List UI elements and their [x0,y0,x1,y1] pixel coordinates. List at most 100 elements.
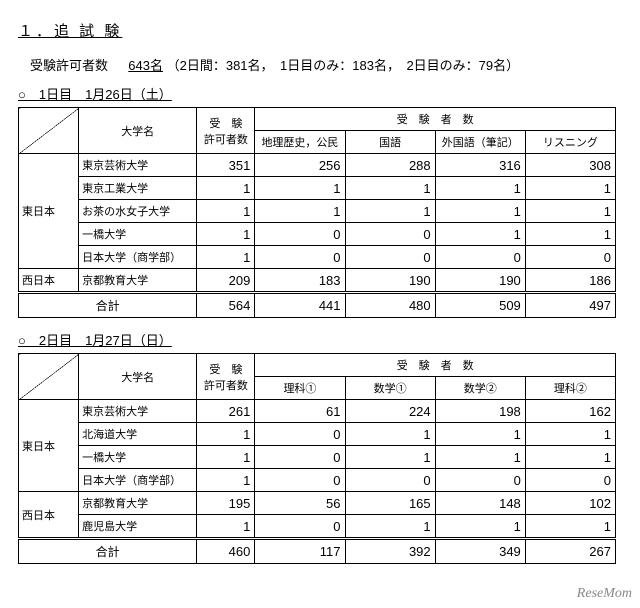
table-row: 北海道大学10111 [19,423,616,446]
header-s4: 理科② [525,377,615,400]
total-value: 564 [197,293,255,318]
value-cell: 1 [525,200,615,223]
day2-table: 大学名 受 験 許可者数 受 験 者 数 理科① 数学① 数学② 理科② 東日本… [18,353,616,564]
value-cell: 0 [255,423,345,446]
value-cell: 1 [345,515,435,539]
total-value: 441 [255,293,345,318]
value-cell: 0 [525,469,615,492]
value-cell: 56 [255,492,345,515]
header-uni: 大学名 [79,108,197,154]
total-value: 392 [345,539,435,564]
value-cell: 351 [197,154,255,177]
value-cell: 1 [435,515,525,539]
university-cell: 鹿児島大学 [79,515,197,539]
value-cell: 1 [197,177,255,200]
value-cell: 162 [525,400,615,423]
table-row: 西日本京都教育大学19556165148102 [19,492,616,515]
region-cell: 西日本 [19,492,79,539]
value-cell: 0 [255,446,345,469]
value-cell: 0 [255,246,345,269]
table-row: 鹿児島大学10111 [19,515,616,539]
value-cell: 1 [435,177,525,200]
value-cell: 224 [345,400,435,423]
table-row: 東日本東京芸術大学26161224198162 [19,400,616,423]
university-cell: 東京芸術大学 [79,400,197,423]
value-cell: 288 [345,154,435,177]
university-cell: 東京工業大学 [79,177,197,200]
value-cell: 261 [197,400,255,423]
value-cell: 0 [345,246,435,269]
university-cell: 北海道大学 [79,423,197,446]
value-cell: 0 [435,469,525,492]
total-row: 合計460117392349267 [19,539,616,564]
value-cell: 1 [197,246,255,269]
value-cell: 1 [197,515,255,539]
value-cell: 195 [197,492,255,515]
total-value: 509 [435,293,525,318]
value-cell: 183 [255,269,345,293]
table-row: 東日本東京芸術大学351256288316308 [19,154,616,177]
university-cell: 京都教育大学 [79,269,197,293]
value-cell: 0 [525,246,615,269]
value-cell: 0 [255,515,345,539]
summary-total: 643名 [128,58,163,73]
value-cell: 1 [525,177,615,200]
watermark: ReseMom [577,586,632,602]
table-row: 日本大学（商学部）10000 [19,246,616,269]
header-s2: 国語 [345,131,435,154]
header-allowed-l1: 受 験 [209,364,242,376]
table-row: 東京工業大学11111 [19,177,616,200]
value-cell: 1 [345,446,435,469]
value-cell: 0 [435,246,525,269]
value-cell: 1 [525,423,615,446]
value-cell: 1 [345,423,435,446]
total-value: 349 [435,539,525,564]
university-cell: 京都教育大学 [79,492,197,515]
value-cell: 1 [525,223,615,246]
university-cell: 東京芸術大学 [79,154,197,177]
total-value: 497 [525,293,615,318]
header-allowed-l1: 受 験 [209,118,242,130]
table-row: 一橋大学10111 [19,446,616,469]
table-row: 西日本京都教育大学209183190190186 [19,269,616,293]
university-cell: お茶の水女子大学 [79,200,197,223]
value-cell: 61 [255,400,345,423]
value-cell: 1 [525,515,615,539]
total-value: 117 [255,539,345,564]
total-value: 480 [345,293,435,318]
header-s3: 数学② [435,377,525,400]
value-cell: 148 [435,492,525,515]
corner-cell [19,108,79,154]
value-cell: 190 [435,269,525,293]
header-s2: 数学① [345,377,435,400]
header-s3: 外国語（筆記） [435,131,525,154]
value-cell: 1 [525,446,615,469]
header-s1: 理科① [255,377,345,400]
table-row: 日本大学（商学部）10000 [19,469,616,492]
total-label: 合計 [19,539,197,564]
value-cell: 1 [255,200,345,223]
page-title: １．追 試 験 [18,20,622,41]
value-cell: 1 [345,200,435,223]
day1-heading: ○ 1日目 1月26日（土） [18,84,622,103]
value-cell: 1 [435,423,525,446]
value-cell: 1 [197,446,255,469]
table-row: 一橋大学10011 [19,223,616,246]
value-cell: 190 [345,269,435,293]
value-cell: 1 [197,200,255,223]
university-cell: 日本大学（商学部） [79,469,197,492]
header-s1: 地理歴史，公民 [255,131,345,154]
value-cell: 209 [197,269,255,293]
value-cell: 1 [197,469,255,492]
value-cell: 165 [345,492,435,515]
summary-line: 受験許可者数 643名 （2日間：381名， 1日目のみ：183名， 2日目のみ… [18,55,622,74]
total-value: 460 [197,539,255,564]
summary-breakdown: （2日間：381名， 1日目のみ：183名， 2日目のみ：79名） [167,58,520,73]
value-cell: 0 [345,469,435,492]
header-allowed: 受 験 許可者数 [197,354,255,400]
value-cell: 0 [255,223,345,246]
region-cell: 東日本 [19,400,79,492]
value-cell: 1 [345,177,435,200]
value-cell: 1 [197,223,255,246]
table-row: お茶の水女子大学11111 [19,200,616,223]
